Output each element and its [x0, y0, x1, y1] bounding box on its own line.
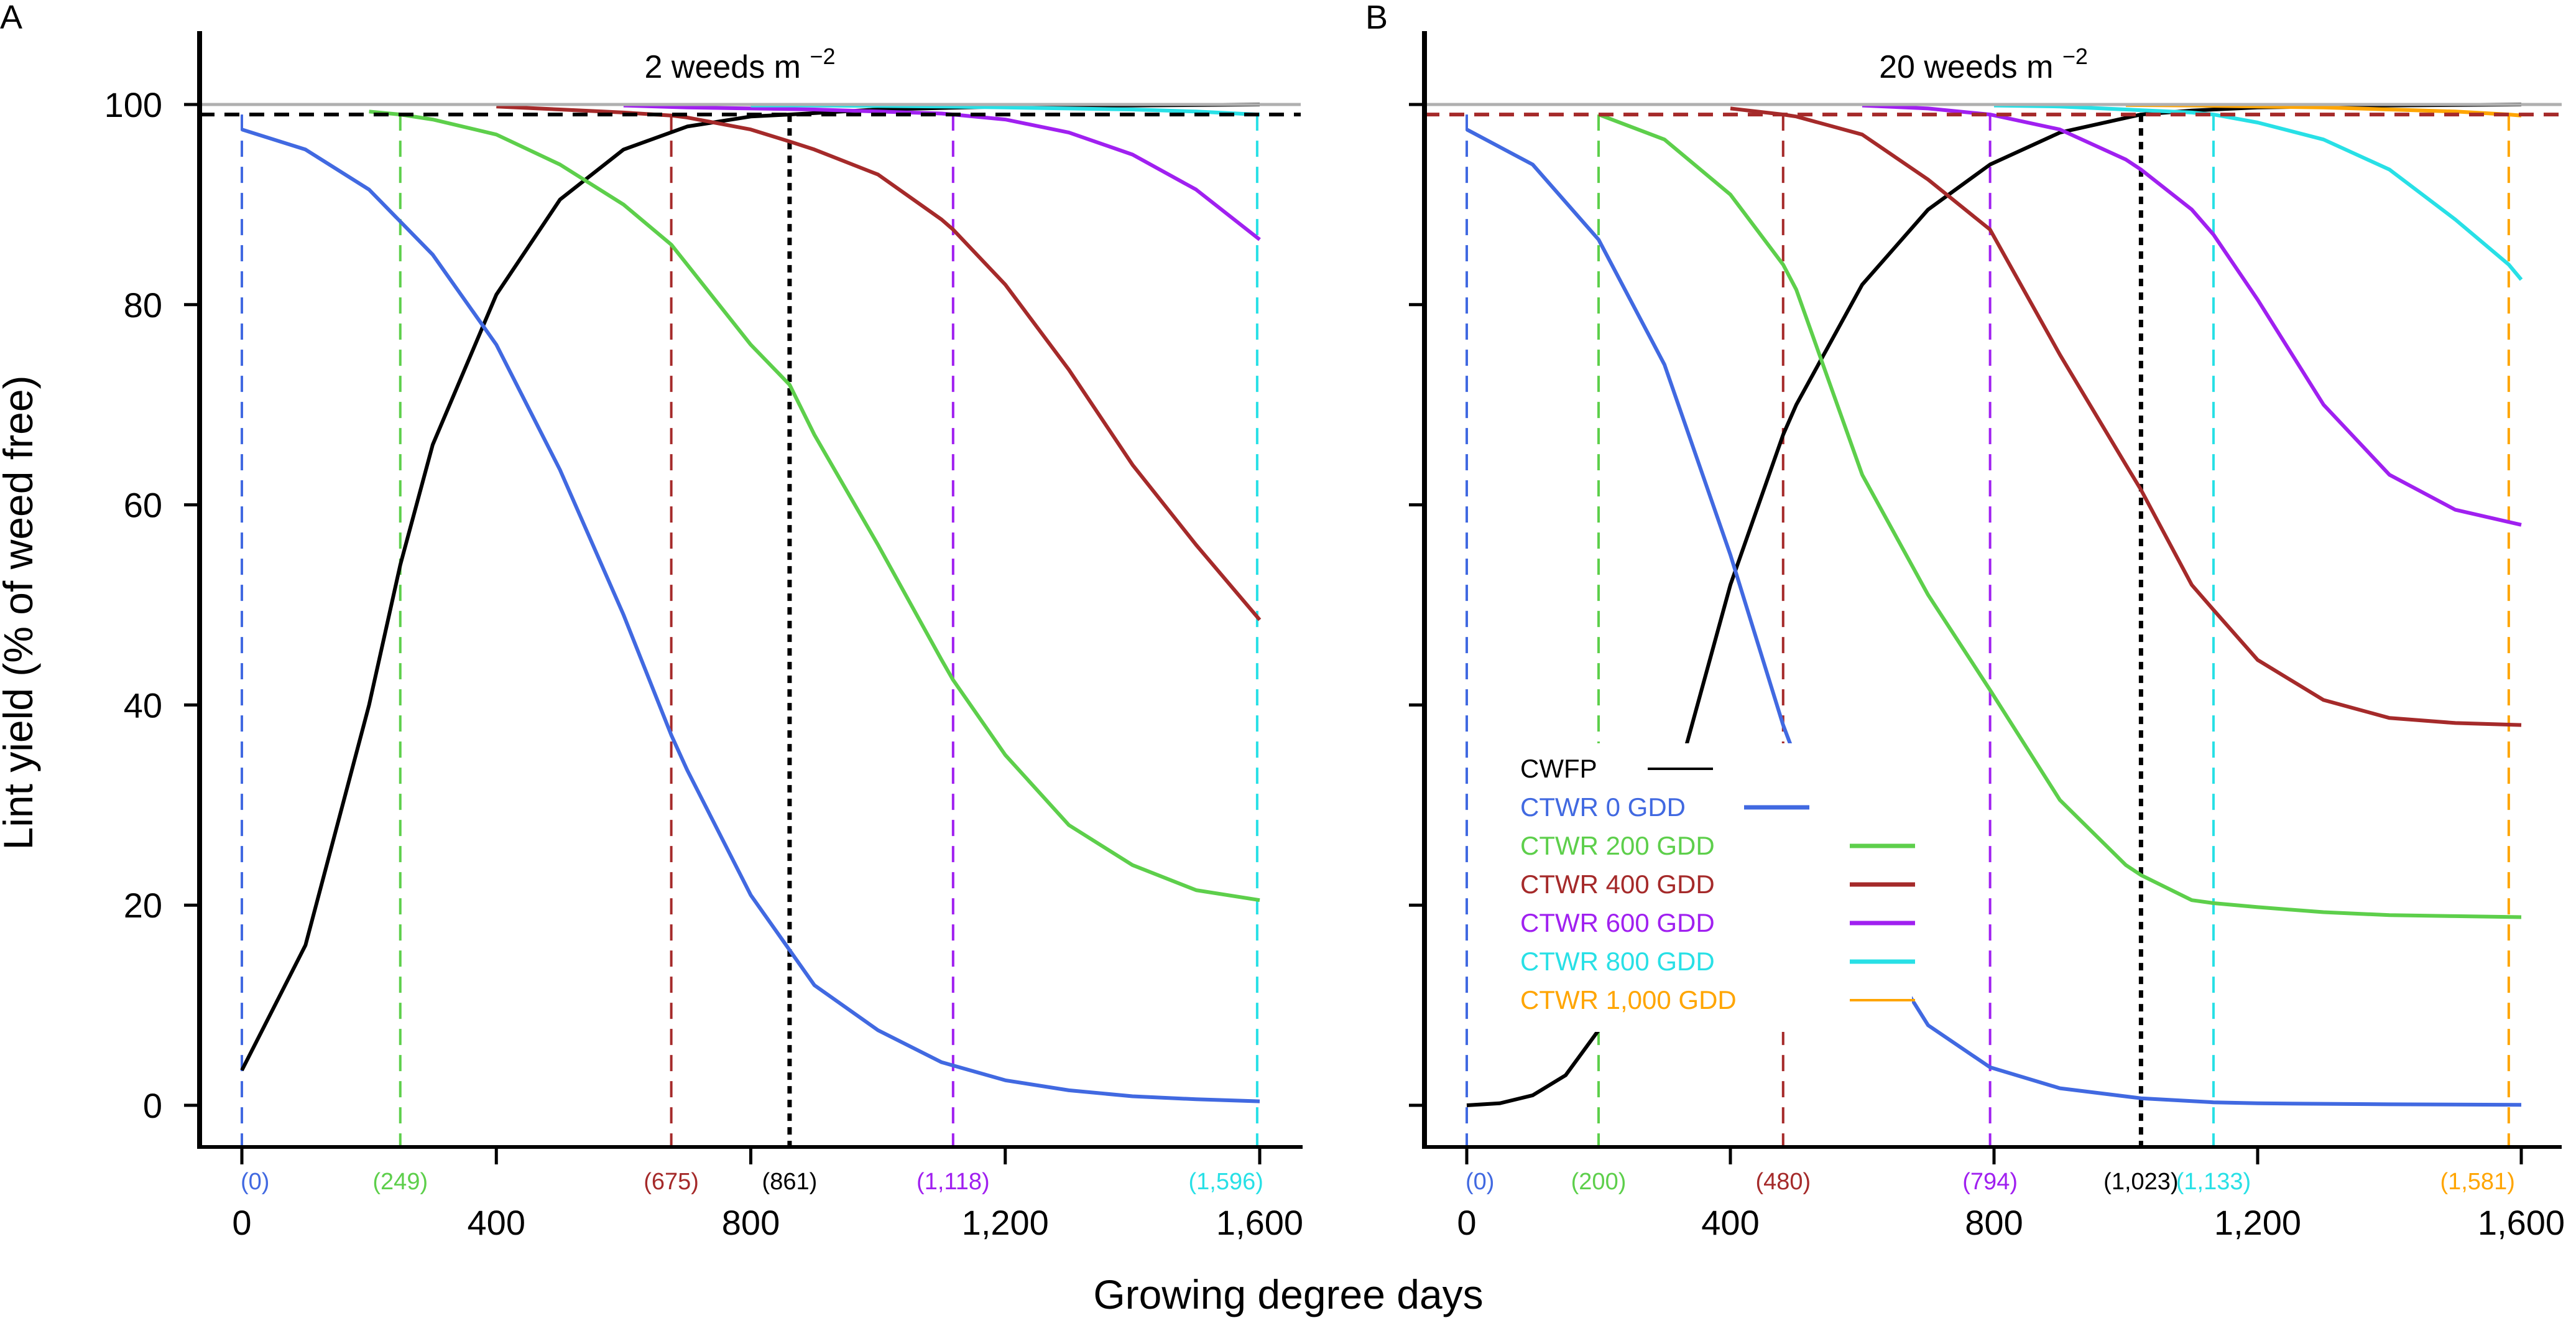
series-line-ctwr-400-gdd	[1730, 106, 2522, 727]
y-tick-label: 20	[124, 886, 162, 925]
critical-point-label: (1,133)	[2176, 1169, 2251, 1195]
critical-point-label: (1,596)	[1189, 1169, 1263, 1195]
series-line-ctwr-800-gdd	[1993, 103, 2523, 281]
x-tick-label: 1,200	[2214, 1203, 2301, 1242]
series-line-ctwr-600-gdd	[1862, 103, 2522, 527]
series-line-ctwr-200-gdd	[369, 109, 1260, 903]
legend-box	[1477, 743, 1912, 1032]
x-tick-label: 1,200	[962, 1203, 1049, 1242]
y-tick-label: 0	[143, 1086, 162, 1125]
x-tick-label: 400	[1701, 1203, 1759, 1242]
legend-label: CWFP	[1520, 754, 1597, 783]
panel-title: 2 weeds m −2	[645, 44, 836, 85]
legend-label: CTWR 400 GDD	[1520, 870, 1715, 899]
critical-point-label: (861)	[762, 1169, 818, 1195]
critical-point-label: (794)	[1962, 1169, 2018, 1195]
panel-letter-a: A	[0, 0, 22, 36]
legend-label: CTWR 200 GDD	[1520, 831, 1715, 860]
critical-point-label: (1,581)	[2440, 1169, 2514, 1195]
panel-b: CWFP CTWR 0 GDD CTWR 200 GDD CTWR 400 GDD CT…	[1409, 31, 2565, 1242]
critical-point-label: (675)	[644, 1169, 699, 1195]
y-axis-title: Lint yield (% of weed free)	[0, 375, 41, 850]
x-tick-label: 0	[232, 1203, 251, 1242]
x-tick-label: 1,600	[1216, 1203, 1303, 1242]
x-tick-label: 800	[722, 1203, 780, 1242]
legend-label: CTWR 0 GDD	[1520, 792, 1686, 822]
panel-letter-b: B	[1365, 0, 1388, 36]
critical-point-label: (249)	[372, 1169, 428, 1195]
panel-a: 0 20 40 60 80 100 0 400 800 1,200 1,600 (0) (249) (67…	[104, 31, 1303, 1242]
panel-title: 20 weeds m −2	[1879, 44, 2088, 85]
y-tick-label: 40	[124, 685, 162, 725]
critical-point-label: (1,023)	[2103, 1169, 2178, 1195]
series-line-ctwr-200-gdd	[1597, 113, 2522, 919]
x-tick-label: 400	[468, 1203, 525, 1242]
critical-point-label: (0)	[241, 1169, 269, 1195]
y-tick-label: 100	[104, 85, 162, 124]
x-tick-label: 1,600	[2478, 1203, 2565, 1242]
legend-label: CTWR 1,000 GDD	[1520, 985, 1737, 1014]
x-tick-label: 800	[1965, 1203, 2023, 1242]
critical-point-label: (1,118)	[916, 1169, 990, 1195]
critical-point-label: (200)	[1571, 1169, 1627, 1195]
y-tick-label: 60	[124, 486, 162, 525]
y-tick-label: 80	[124, 285, 162, 325]
x-axis-title: Growing degree days	[1093, 1271, 1483, 1317]
critical-point-label: (0)	[1466, 1169, 1494, 1195]
series-line-ctwr-0-gdd	[241, 128, 1260, 1103]
series-line-cwfp	[240, 103, 1260, 1072]
x-tick-label: 0	[1457, 1203, 1476, 1242]
critical-point-label: (480)	[1755, 1169, 1811, 1195]
legend-label: CTWR 800 GDD	[1520, 947, 1715, 976]
legend-label: CTWR 600 GDD	[1520, 908, 1715, 937]
